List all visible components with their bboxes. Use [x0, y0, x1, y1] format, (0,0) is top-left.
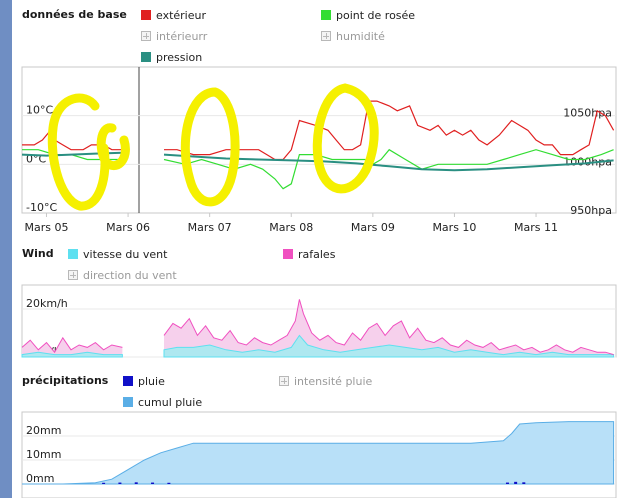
legend-humidite[interactable]: humidité: [321, 29, 385, 43]
pluie-bar: [514, 481, 518, 484]
legend-point-de-rosee[interactable]: point de rosée: [321, 8, 415, 22]
y-left-tick-label: 10°C: [26, 104, 53, 117]
legend-pluie-label: pluie: [138, 374, 165, 388]
vitesse-swatch: [68, 249, 78, 259]
legend-exterieur[interactable]: extérieur: [141, 8, 206, 22]
x-tick-label: Mars 09: [351, 221, 395, 234]
y-tick-label: 0mm: [26, 472, 54, 485]
legend-direction-du-vent[interactable]: direction du vent: [68, 268, 177, 282]
yellow-scribbles: [47, 83, 379, 211]
plus-box-icon: [141, 31, 151, 41]
plus-box-icon: [68, 270, 78, 280]
pluie-bar: [167, 482, 171, 484]
pluie-bar: [505, 482, 509, 484]
legend-intensite-pluie[interactable]: intensité pluie: [279, 374, 372, 388]
vitesse-area: [21, 351, 123, 358]
series-line-point-de-ros-e: [163, 148, 614, 190]
legend-interieur-label: intérieurr: [156, 29, 208, 43]
legend-rafales[interactable]: rafales: [283, 247, 335, 261]
cumul-pluie-area: [22, 421, 615, 485]
exterieur-swatch: [141, 10, 151, 20]
plus-box-icon: [321, 31, 331, 41]
x-tick-label: Mars 06: [106, 221, 150, 234]
x-tick-label: Mars 10: [432, 221, 476, 234]
plus-box-icon: [279, 376, 289, 386]
pression-swatch: [141, 52, 151, 62]
x-tick-label: Mars 11: [514, 221, 558, 234]
legend-intensite-label: intensité pluie: [294, 374, 373, 388]
pluie-bar: [134, 482, 138, 484]
legend-interieur[interactable]: intérieurr: [141, 29, 207, 43]
rafales-area: [22, 337, 123, 357]
point-de-rosee-swatch: [321, 10, 331, 20]
legend-point-de-rosee-label: point de rosée: [336, 8, 416, 22]
legend-pression-label: pression: [156, 50, 203, 64]
rafales-line: [163, 299, 614, 356]
pluie-bar: [118, 482, 122, 484]
x-tick-label: Mars 08: [269, 221, 313, 234]
legend-pluie[interactable]: pluie: [123, 374, 165, 388]
pluie-bar: [151, 482, 155, 484]
pluie-bar: [522, 482, 526, 484]
legend-cumul-label: cumul pluie: [138, 395, 203, 409]
y-tick-label: 20km/h: [26, 297, 68, 310]
legend-rafales-label: rafales: [298, 247, 336, 261]
x-tick-label: Mars 07: [188, 221, 232, 234]
yellow-scribble-4: [312, 83, 379, 194]
y-right-tick-label: 1000hpa: [563, 155, 612, 168]
yellow-scribble-3: [180, 87, 240, 207]
rafales-swatch: [283, 249, 293, 259]
cumul-swatch: [123, 397, 133, 407]
rafales-area: [163, 299, 614, 357]
temperature-title: données de base: [22, 8, 127, 21]
legend-vitesse-label: vitesse du vent: [83, 247, 168, 261]
wind-title: Wind: [22, 247, 54, 260]
legend-vitesse-du-vent[interactable]: vitesse du vent: [68, 247, 167, 261]
yellow-scribble-2: [96, 123, 130, 170]
pluie-swatch: [123, 376, 133, 386]
rain-title: précipitations: [22, 374, 109, 387]
legend-direction-label: direction du vent: [83, 268, 177, 282]
y-right-tick-label: 1050hpa: [563, 107, 612, 120]
x-tick-label: Mars 05: [24, 221, 68, 234]
legend-exterieur-label: extérieur: [156, 8, 207, 22]
legend-pression[interactable]: pression: [141, 50, 202, 64]
sidebar-stripe: [0, 0, 12, 498]
y-left-tick-label: -10°C: [26, 201, 57, 214]
yellow-scribble-1: [47, 93, 110, 211]
rafales-line: [21, 336, 123, 354]
vitesse-area: [163, 334, 615, 358]
series-line-ext-rieur: [164, 100, 615, 161]
legend-humidite-label: humidité: [336, 29, 385, 43]
legend-cumul-pluie[interactable]: cumul pluie: [123, 395, 202, 409]
y-tick-label: 20mm: [26, 424, 61, 437]
y-tick-label: 10mm: [26, 448, 61, 461]
pluie-bar: [102, 482, 106, 484]
y-right-tick-label: 950hpa: [570, 204, 612, 217]
